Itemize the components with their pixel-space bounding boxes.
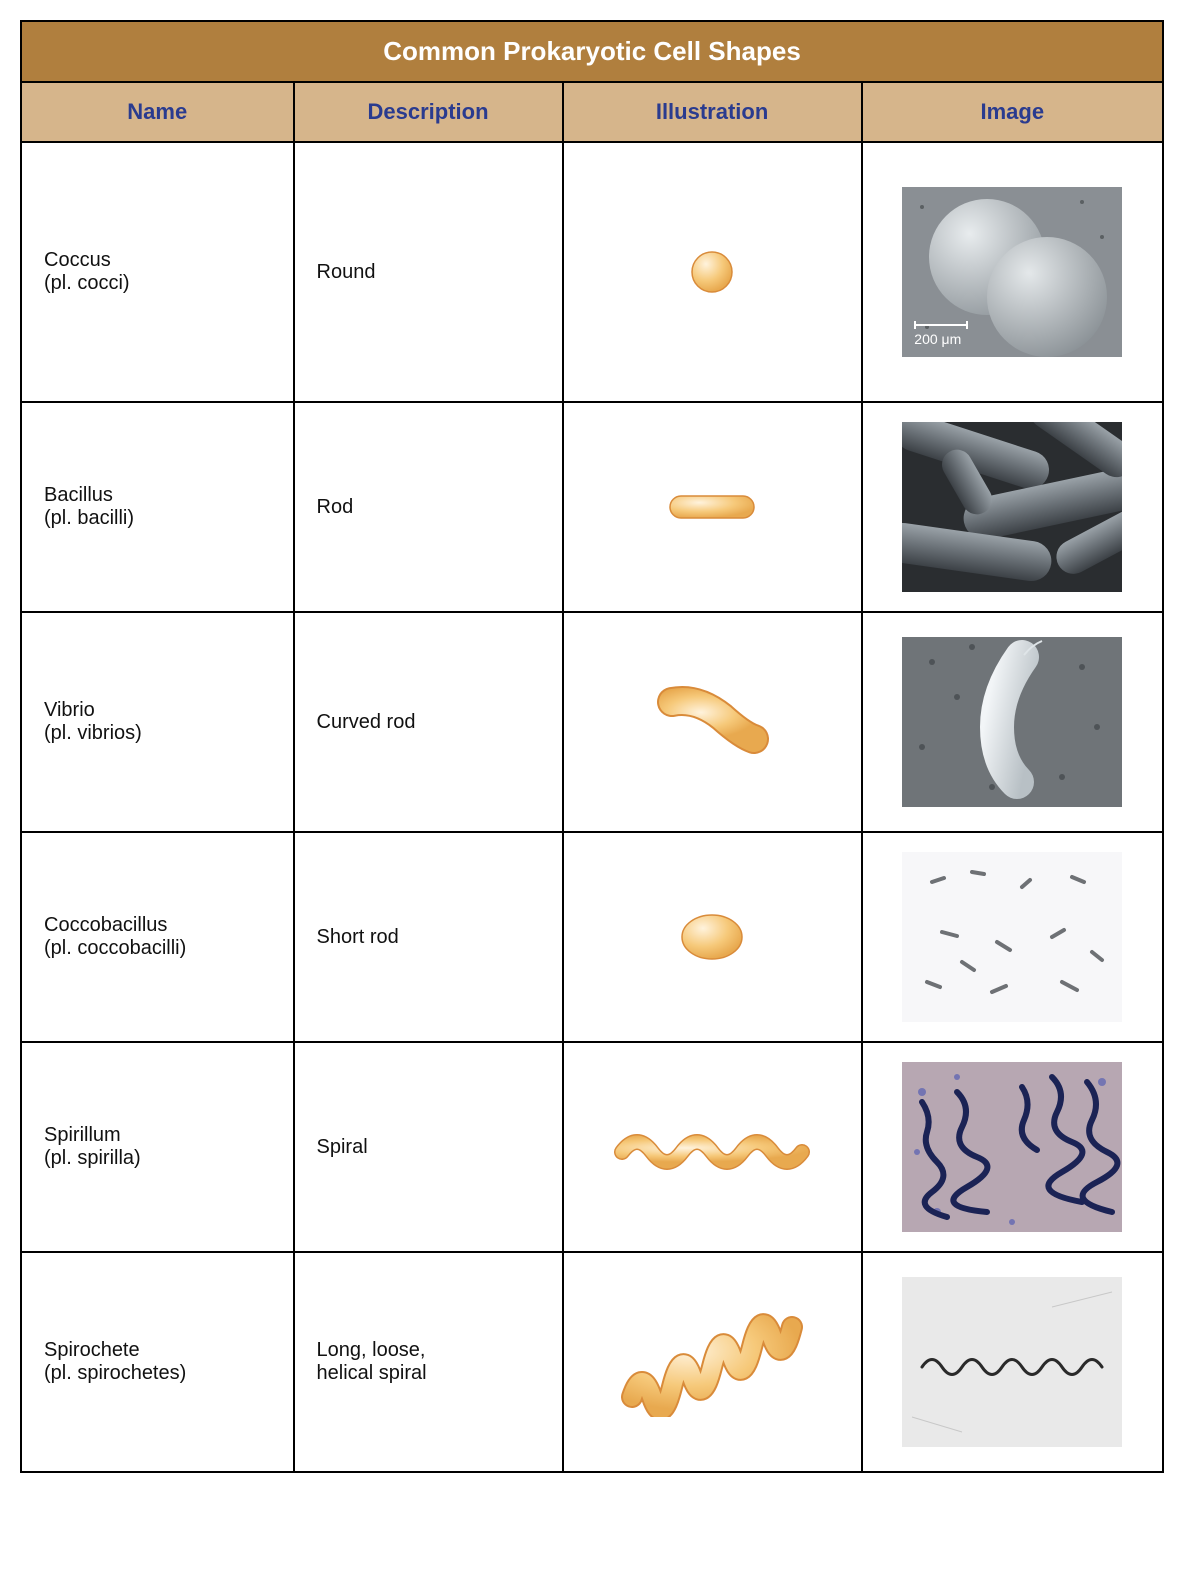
table-row: Coccobacillus(pl. coccobacilli) Short rod [21,832,1163,1042]
microscopy-image [902,422,1122,592]
col-header-illus: Illustration [563,82,862,142]
microscopy-image [902,1277,1122,1447]
cell-image [862,1042,1163,1252]
description-text: Spiral [317,1136,540,1159]
cell-name: Spirochete(pl. spirochetes) [21,1252,294,1472]
name-singular: Spirochete [44,1339,271,1362]
cell-image [862,402,1163,612]
cell-description: Round [294,142,563,402]
name-singular: Coccus [44,249,271,272]
cell-illustration [563,612,862,832]
table-row: Coccus(pl. cocci) Round 200 μm [21,142,1163,402]
name-singular: Spirillum [44,1124,271,1147]
description-text: Long, loose, [317,1339,540,1362]
description-text: Curved rod [317,711,540,734]
cell-image: 200 μm [862,142,1163,402]
cell-name: Bacillus(pl. bacilli) [21,402,294,612]
cell-illustration [563,832,862,1042]
name-plural: (pl. cocci) [44,272,271,295]
cell-name: Vibrio(pl. vibrios) [21,612,294,832]
name-singular: Vibrio [44,699,271,722]
name-plural: (pl. spirilla) [44,1147,271,1170]
name-plural: (pl. coccobacilli) [44,937,271,960]
cell-name: Coccus(pl. cocci) [21,142,294,402]
cell-name: Coccobacillus(pl. coccobacilli) [21,832,294,1042]
microscopy-image [902,1062,1122,1232]
cell-description: Long, loose,helical spiral [294,1252,563,1472]
name-plural: (pl. spirochetes) [44,1362,271,1385]
cell-description: Rod [294,402,563,612]
col-header-name: Name [21,82,294,142]
name-singular: Bacillus [44,484,271,507]
description-text: Rod [317,496,540,519]
table-row: Vibrio(pl. vibrios) Curved rod [21,612,1163,832]
description-text: Short rod [317,926,540,949]
table-title: Common Prokaryotic Cell Shapes [21,21,1163,82]
microscopy-image: 200 μm [902,187,1122,357]
cell-illustration [563,402,862,612]
scale-bar-line [914,321,968,329]
cell-description: Spiral [294,1042,563,1252]
cell-illustration [563,142,862,402]
cell-illustration [563,1252,862,1472]
description-text: Round [317,261,540,284]
name-plural: (pl. vibrios) [44,722,271,745]
cell-image [862,612,1163,832]
cell-image [862,832,1163,1042]
cell-name: Spirillum(pl. spirilla) [21,1042,294,1252]
microscopy-image [902,637,1122,807]
cell-image [862,1252,1163,1472]
scale-bar: 200 μm [914,321,968,347]
microscopy-image [902,852,1122,1022]
table-row: Spirochete(pl. spirochetes)Long, loose,h… [21,1252,1163,1472]
cell-illustration [563,1042,862,1252]
prokaryote-shapes-table: Common Prokaryotic Cell Shapes Name Desc… [20,20,1164,1473]
table-row: Spirillum(pl. spirilla) Spiral [21,1042,1163,1252]
table-row: Bacillus(pl. bacilli) Rod [21,402,1163,612]
name-singular: Coccobacillus [44,914,271,937]
scale-bar-label: 200 μm [914,331,961,347]
cell-description: Short rod [294,832,563,1042]
name-plural: (pl. bacilli) [44,507,271,530]
col-header-desc: Description [294,82,563,142]
description-text-2: helical spiral [317,1362,540,1385]
cell-description: Curved rod [294,612,563,832]
col-header-image: Image [862,82,1163,142]
